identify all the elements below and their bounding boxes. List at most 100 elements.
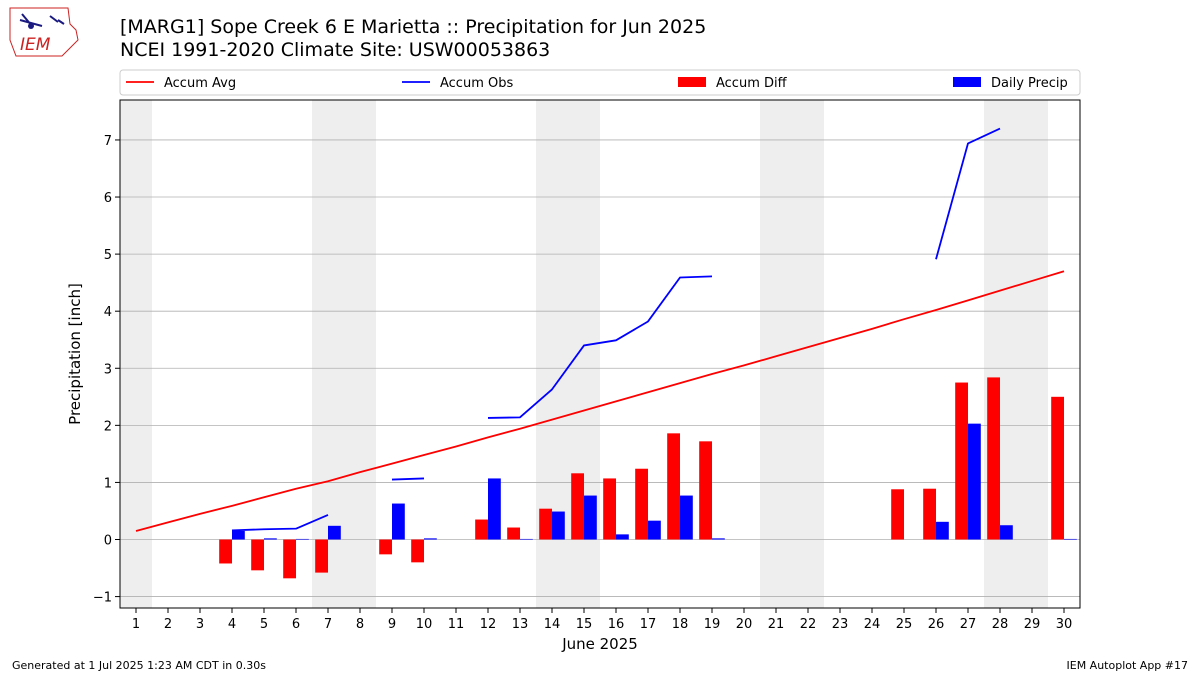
weekend-shade-day-7 (312, 100, 344, 608)
xtick-label-18: 18 (672, 617, 689, 632)
xtick-label-28: 28 (992, 617, 1009, 632)
xtick-label-29: 29 (1024, 617, 1041, 632)
legend-accum-obs-label: Accum Obs (440, 76, 513, 91)
legend: Accum Avg Accum Obs Accum Diff Daily Pre… (119, 69, 1081, 96)
accum-obs-line-segment-2 (487, 275, 713, 419)
daily-precip-bar-day-19 (712, 538, 725, 540)
accum-diff-bar-day-17 (635, 468, 648, 540)
accum-diff-bar-day-10 (411, 539, 424, 563)
xtick-label-3: 3 (196, 617, 204, 632)
plot-frame (119, 99, 1081, 609)
line-series (135, 127, 1065, 532)
daily-precip-bar-day-7 (328, 525, 341, 540)
y-axis-label: Precipitation [inch] (66, 283, 84, 425)
xtick-label-13: 13 (512, 617, 529, 632)
generated-timestamp: Generated at 1 Jul 2025 1:23 AM CDT in 0… (12, 659, 266, 672)
ytick-label-4: 4 (104, 305, 112, 320)
ytick-label-7: 7 (104, 134, 112, 149)
accum-diff-bar-day-28 (987, 377, 1000, 540)
accum-diff-bar-day-9 (379, 539, 392, 555)
weekend-shade-day-29 (1016, 100, 1048, 608)
xtick-label-30: 30 (1056, 617, 1073, 632)
accum-avg-line-segment-0 (135, 270, 1065, 532)
ytick-label-3: 3 (104, 362, 112, 377)
daily-precip-bar-day-13 (520, 538, 533, 540)
page-title: [MARG1] Sope Creek 6 E Marietta :: Preci… (120, 16, 707, 38)
daily-precip-bar-day-4 (232, 530, 245, 540)
accum-diff-bar-day-25 (891, 489, 904, 540)
daily-precip-bar-day-27 (968, 423, 981, 540)
xtick-label-6: 6 (292, 617, 300, 632)
accum-diff-bar-day-4 (219, 539, 232, 564)
xtick-label-4: 4 (228, 617, 236, 632)
y-axis-ticks: −1 0 1 2 3 4 5 6 7 (93, 134, 120, 606)
daily-precip-bar-day-5 (264, 538, 277, 540)
xtick-label-16: 16 (608, 617, 625, 632)
xtick-label-17: 17 (640, 617, 657, 632)
iem-logo: IEM (9, 7, 79, 57)
accum-diff-bar-day-18 (667, 433, 680, 540)
accum-diff-bar-day-26 (923, 488, 936, 540)
daily-precip-bar-day-9 (392, 503, 405, 540)
daily-precip-bar-day-17 (648, 520, 661, 540)
accum-obs-line-segment-3 (935, 127, 1001, 260)
daily-precip-bar-day-14 (552, 511, 565, 540)
legend-daily-precip-label: Daily Precip (991, 76, 1068, 91)
accum-obs-line-segment-0 (231, 514, 329, 532)
xtick-label-24: 24 (864, 617, 881, 632)
xtick-label-7: 7 (324, 617, 332, 632)
xtick-label-1: 1 (132, 617, 140, 632)
accum-diff-bar-day-12 (475, 519, 488, 540)
y-gridlines (120, 139, 1080, 597)
accum-diff-bar-day-16 (603, 478, 616, 540)
xtick-label-19: 19 (704, 617, 721, 632)
xtick-label-26: 26 (928, 617, 945, 632)
ytick-label-0: 0 (104, 534, 112, 549)
daily-precip-bar-day-18 (680, 495, 693, 540)
legend-accum-diff-label: Accum Diff (716, 76, 788, 91)
xtick-label-22: 22 (800, 617, 817, 632)
ytick-label-1: 1 (104, 476, 112, 491)
legend-daily-precip-swatch (953, 77, 981, 87)
accum-diff-bar-day-27 (955, 382, 968, 540)
xtick-label-20: 20 (736, 617, 753, 632)
legend-accum-avg-label: Accum Avg (164, 76, 236, 91)
accum-diff-bar-day-14 (539, 508, 552, 540)
daily-precip-bar-day-12 (488, 478, 501, 540)
xtick-label-25: 25 (896, 617, 913, 632)
ytick-label--1: −1 (93, 591, 112, 606)
ytick-label-6: 6 (104, 191, 112, 206)
daily-precip-bar-day-28 (1000, 525, 1013, 540)
xtick-label-5: 5 (260, 617, 268, 632)
weekend-shade-day-22 (792, 100, 824, 608)
xtick-label-9: 9 (388, 617, 396, 632)
ytick-label-5: 5 (104, 248, 112, 263)
x-axis-label: June 2025 (561, 635, 638, 653)
accum-diff-bar-day-6 (283, 539, 296, 579)
weekend-shade-day-8 (344, 100, 376, 608)
daily-precip-bar-day-16 (616, 534, 629, 540)
xtick-label-8: 8 (356, 617, 364, 632)
page-subtitle: NCEI 1991-2020 Climate Site: USW00053863 (120, 39, 551, 61)
accum-diff-bar-day-5 (251, 539, 264, 571)
daily-precip-bar-day-15 (584, 495, 597, 540)
xtick-label-12: 12 (480, 617, 497, 632)
xtick-label-14: 14 (544, 617, 561, 632)
logo-text: IEM (20, 35, 51, 55)
accum-obs-line-segment-1 (391, 477, 425, 481)
bar-series (219, 377, 1077, 579)
app-label: IEM Autoplot App #17 (1066, 659, 1189, 672)
accum-diff-bar-day-15 (571, 473, 584, 540)
legend-accum-diff-swatch (678, 77, 706, 87)
ytick-label-2: 2 (104, 419, 112, 434)
weekend-shade-day-1 (120, 100, 152, 608)
daily-precip-bar-day-30 (1064, 538, 1077, 540)
daily-precip-bar-day-10 (424, 538, 437, 540)
accum-diff-bar-day-19 (699, 441, 712, 540)
xtick-label-10: 10 (416, 617, 433, 632)
x-axis-ticks: 1 2 3 4 5 6 7 8 9 10 11 12 13 14 15 16 17 18 19 20 21 22 23 24 2… (132, 608, 1072, 632)
xtick-label-2: 2 (164, 617, 172, 632)
accum-diff-bar-day-7 (315, 539, 328, 573)
accum-diff-bar-day-13 (507, 527, 520, 540)
